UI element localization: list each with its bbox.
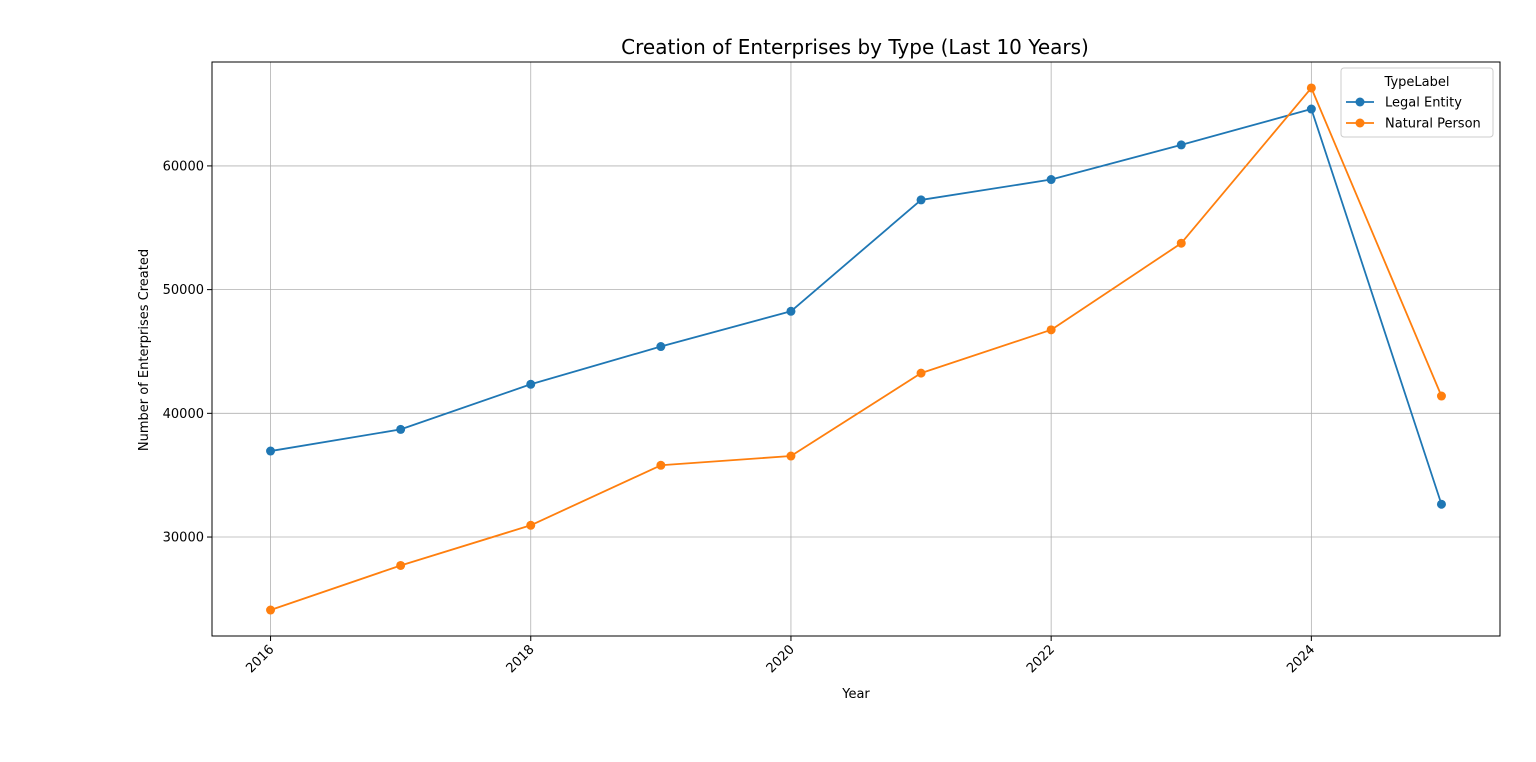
series-legal-entity: [266, 104, 1446, 509]
y-tick-label: 30000: [163, 531, 204, 546]
data-point-natural-person: [1176, 238, 1186, 248]
data-point-legal-entity: [1046, 175, 1056, 185]
series-line-legal-entity: [270, 108, 1443, 505]
data-point-legal-entity: [1306, 104, 1316, 114]
series-natural-person: [266, 83, 1446, 615]
x-tick-label: 2022: [1024, 642, 1058, 676]
y-axis-label: Number of Enterprises Created: [137, 249, 152, 451]
data-point-natural-person: [1306, 83, 1316, 93]
series-line-natural-person: [270, 87, 1443, 611]
x-tick-label: 2024: [1284, 642, 1318, 676]
data-point-legal-entity: [1176, 140, 1186, 150]
axis-ticks: 2016 2018 2020 2022 2024 30000 40000 50000 60000: [163, 159, 1319, 676]
plot-area: [211, 61, 1501, 637]
data-point-natural-person: [526, 520, 536, 530]
chart-title: Creation of Enterprises by Type (Last 10…: [621, 35, 1089, 59]
legend-item-legal-entity: Legal Entity: [1346, 96, 1462, 111]
legend-marker: [1355, 97, 1365, 107]
legend-title: TypeLabel: [1384, 75, 1450, 90]
legend-entries: Legal Entity Natural Person: [1346, 96, 1481, 132]
data-point-legal-entity: [1436, 499, 1446, 509]
data-point-legal-entity: [786, 306, 796, 316]
y-tick-label: 50000: [163, 283, 204, 298]
legend-marker: [1355, 118, 1365, 128]
data-point-legal-entity: [396, 424, 406, 434]
data-point-natural-person: [656, 460, 666, 470]
data-point-natural-person: [1436, 391, 1446, 401]
data-point-legal-entity: [526, 379, 536, 389]
x-tick-label: 2020: [764, 642, 798, 676]
data-point-legal-entity: [916, 195, 926, 205]
data-point-natural-person: [266, 605, 276, 615]
legend-box: [1340, 67, 1494, 138]
data-point-legal-entity: [266, 446, 276, 456]
data-point-natural-person: [916, 368, 926, 378]
x-tick-label: 2018: [504, 642, 538, 676]
x-axis-label: Year: [841, 687, 870, 702]
legend-label: Legal Entity: [1385, 96, 1462, 111]
series-lines: [266, 83, 1446, 615]
x-tick-label: 2016: [243, 642, 277, 676]
legend: TypeLabel Legal Entity Natural Person: [1340, 67, 1494, 138]
data-point-natural-person: [396, 560, 406, 570]
data-point-natural-person: [1046, 325, 1056, 335]
legend-item-natural-person: Natural Person: [1346, 117, 1481, 132]
data-point-legal-entity: [656, 342, 666, 352]
y-tick-label: 40000: [163, 407, 204, 422]
y-tick-label: 60000: [163, 159, 204, 174]
grid: [212, 62, 1500, 636]
data-point-natural-person: [786, 451, 796, 461]
legend-label: Natural Person: [1385, 117, 1481, 132]
